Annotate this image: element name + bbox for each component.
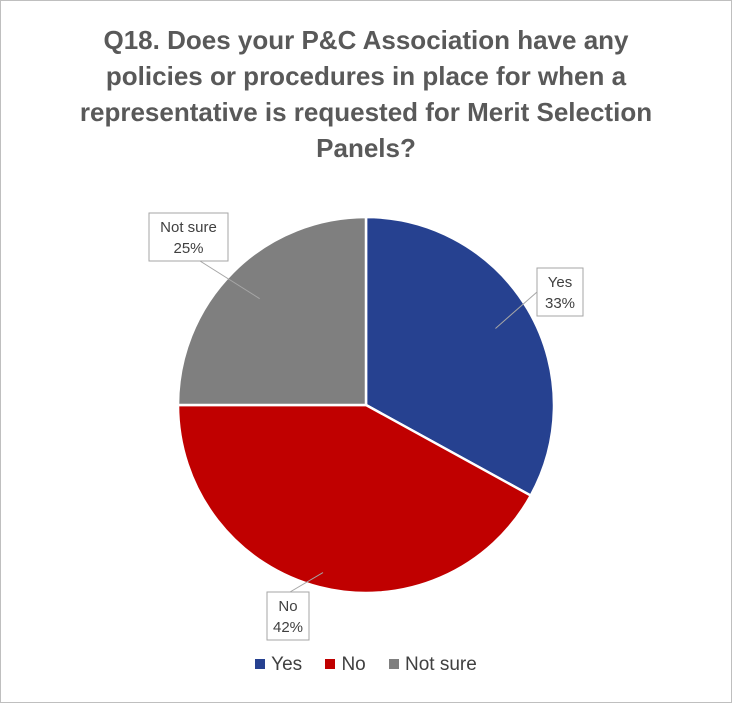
data-label-category-no: No <box>278 598 297 615</box>
pie-slices <box>176 215 556 595</box>
chart-title-line: policies or procedures in place for when… <box>105 61 627 91</box>
chart-title-line: Q18. Does your P&C Association have any <box>103 25 629 55</box>
legend-swatch-not-sure <box>389 659 400 669</box>
pie-slice-no <box>176 403 533 595</box>
chart-title-line: Panels? <box>316 133 416 163</box>
data-label-category-not-sure: Not sure <box>160 219 217 236</box>
legend-item-yes: Yes <box>255 654 302 676</box>
legend-label-yes: Yes <box>271 654 303 675</box>
callout-box-no <box>266 591 310 641</box>
data-label-value-no: 42% <box>273 619 303 636</box>
pie-slice-not-sure <box>176 215 368 407</box>
callout-leader-no <box>289 572 324 593</box>
legend-swatch-yes <box>255 659 266 669</box>
data-labels: Yes 33% No 42% Not sure 25% <box>148 212 584 641</box>
callout-leader-not-sure <box>199 260 260 300</box>
data-label-value-not-sure: 25% <box>173 240 203 257</box>
legend: Yes No Not sure <box>0 654 732 676</box>
legend-item-no: No <box>325 654 366 676</box>
callout-box-not-sure <box>148 212 229 262</box>
chart-title-line: representative is requested for Merit Se… <box>79 97 653 127</box>
pie-slice-yes <box>364 215 556 498</box>
chart-title: Q18. Does your P&C Association have any … <box>40 22 692 166</box>
callout-box-yes <box>536 267 584 317</box>
legend-label-no: No <box>341 654 366 675</box>
callout-leader-yes <box>495 291 538 329</box>
legend-swatch-no <box>325 659 336 669</box>
data-label-value-yes: 33% <box>545 295 575 312</box>
legend-label-not-sure: Not sure <box>405 654 477 675</box>
legend-item-not-sure: Not sure <box>389 654 477 676</box>
data-label-category-yes: Yes <box>548 274 572 291</box>
